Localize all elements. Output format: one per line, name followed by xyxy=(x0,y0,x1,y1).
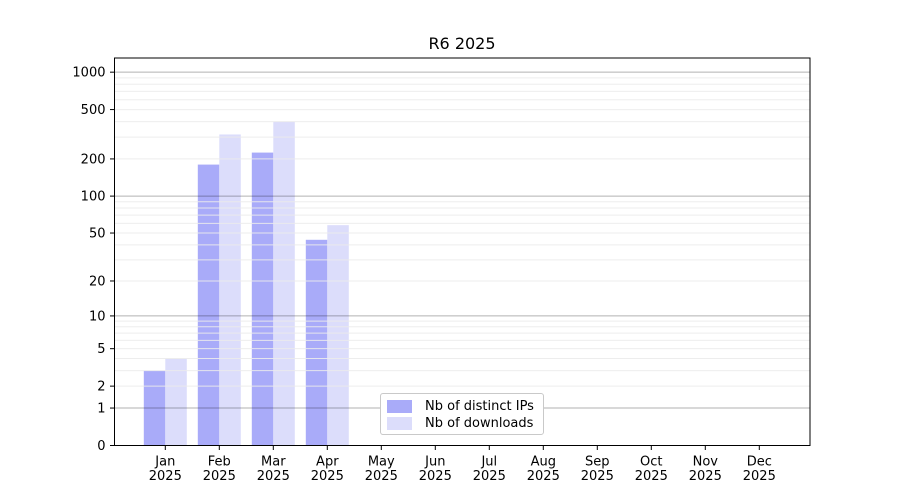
x-tick-label-apr: Apr 2025 xyxy=(311,455,344,485)
bar-distinct-ips-feb xyxy=(197,164,220,446)
x-tick-label-dec: Dec 2025 xyxy=(743,455,776,485)
chart-title: R6 2025 xyxy=(428,34,496,53)
legend-label-downloads: Nb of downloads xyxy=(425,416,534,431)
legend-swatch-distinct-ips-icon xyxy=(387,400,412,413)
legend-row-distinct-ips: Nb of distinct IPs xyxy=(387,398,543,415)
y-tick-label-1: 1 xyxy=(97,402,105,417)
y-tick-label-1000: 1000 xyxy=(72,66,105,81)
bar-downloads-apr xyxy=(327,225,349,446)
y-tick-label-500: 500 xyxy=(81,103,106,118)
legend-row-downloads: Nb of downloads xyxy=(387,415,543,432)
x-tick-label-nov: Nov 2025 xyxy=(689,455,722,485)
x-tick-label-aug: Aug 2025 xyxy=(527,455,560,485)
y-tick-label-200: 200 xyxy=(81,152,106,167)
bar-downloads-feb xyxy=(219,134,241,446)
y-tick-label-0: 0 xyxy=(97,439,105,454)
bar-downloads-jan xyxy=(165,358,187,446)
x-tick-label-oct: Oct 2025 xyxy=(635,455,668,485)
legend: Nb of distinct IPs Nb of downloads xyxy=(380,393,544,435)
y-tick-label-50: 50 xyxy=(89,227,106,242)
legend-swatch-downloads-icon xyxy=(387,417,412,430)
plot-border xyxy=(114,57,811,446)
y-tick-label-100: 100 xyxy=(81,190,106,205)
x-tick-label-mar: Mar 2025 xyxy=(257,455,290,485)
x-tick-label-sep: Sep 2025 xyxy=(581,455,614,485)
bar-distinct-ips-mar xyxy=(251,152,274,446)
x-tick-label-jun: Jun 2025 xyxy=(419,455,452,485)
y-tick-label-5: 5 xyxy=(97,342,105,357)
y-tick-label-2: 2 xyxy=(97,380,105,395)
x-tick-label-may: May 2025 xyxy=(365,455,398,485)
bar-distinct-ips-jan xyxy=(143,370,166,446)
bar-downloads-mar xyxy=(273,121,295,446)
legend-label-distinct-ips: Nb of distinct IPs xyxy=(425,399,534,414)
x-tick-label-jul: Jul 2025 xyxy=(473,455,506,485)
bar-distinct-ips-apr xyxy=(305,239,328,446)
y-tick-label-20: 20 xyxy=(89,274,106,289)
y-tick-label-10: 10 xyxy=(89,309,106,324)
x-tick-label-feb: Feb 2025 xyxy=(203,455,236,485)
x-tick-label-jan: Jan 2025 xyxy=(149,455,182,485)
